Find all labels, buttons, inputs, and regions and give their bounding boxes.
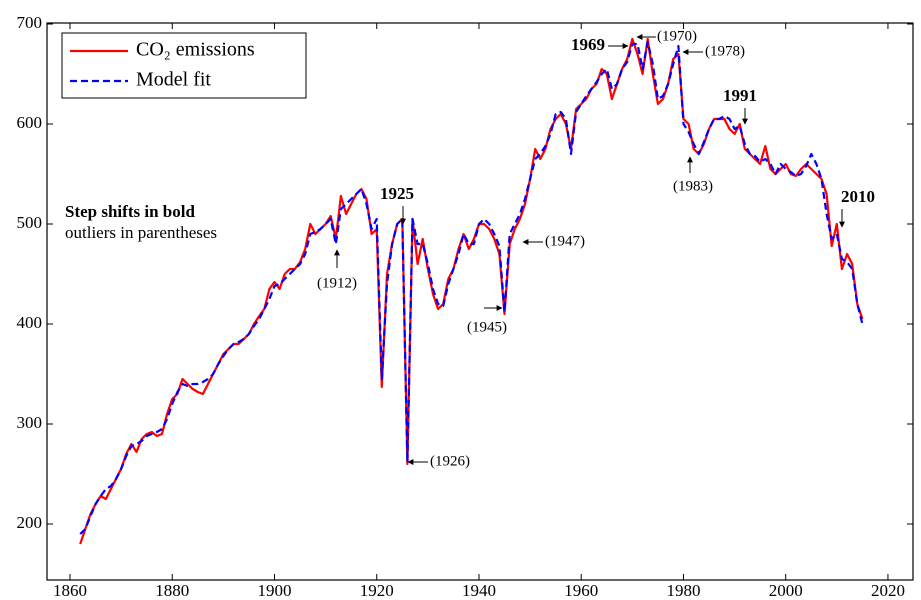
x-tick-label: 1940 [462,581,496,600]
annotation: 1969 [571,35,605,54]
x-tick-label: 1980 [666,581,700,600]
y-tick-label: 500 [17,213,43,232]
y-tick-label: 400 [17,313,43,332]
legend-label: Model fit [136,69,211,91]
x-tick-label: 1920 [360,581,394,600]
annotation: outliers in parentheses [65,223,217,242]
x-tick-label: 1960 [564,581,598,600]
annotation: (1983) [673,178,713,194]
y-tick-label: 200 [17,513,43,532]
x-tick-label: 1880 [155,581,189,600]
annotation: (1945) [467,319,507,335]
legend-box [61,32,307,99]
annotation: (1947) [545,233,585,249]
y-tick-label: 700 [17,13,43,32]
series-line [79,40,864,535]
annotation: (1970) [657,28,697,44]
y-tick-label: 600 [17,113,43,132]
annotation: 1991 [723,86,757,105]
x-tick-label: 1900 [257,581,291,600]
legend-label: CO₂ emissions [136,39,255,61]
annotation: 2010 [841,187,875,206]
annotation: Step shifts in bold [65,202,195,221]
annotation: (1912) [317,275,357,291]
x-tick-label: 1860 [53,581,87,600]
y-tick-label: 300 [17,413,43,432]
plot-frame [46,22,914,581]
annotation: (1978) [705,43,745,59]
x-tick-label: 2000 [769,581,803,600]
x-tick-label: 2020 [871,581,905,600]
annotation: 1925 [380,184,414,203]
annotation: (1926) [430,453,470,469]
